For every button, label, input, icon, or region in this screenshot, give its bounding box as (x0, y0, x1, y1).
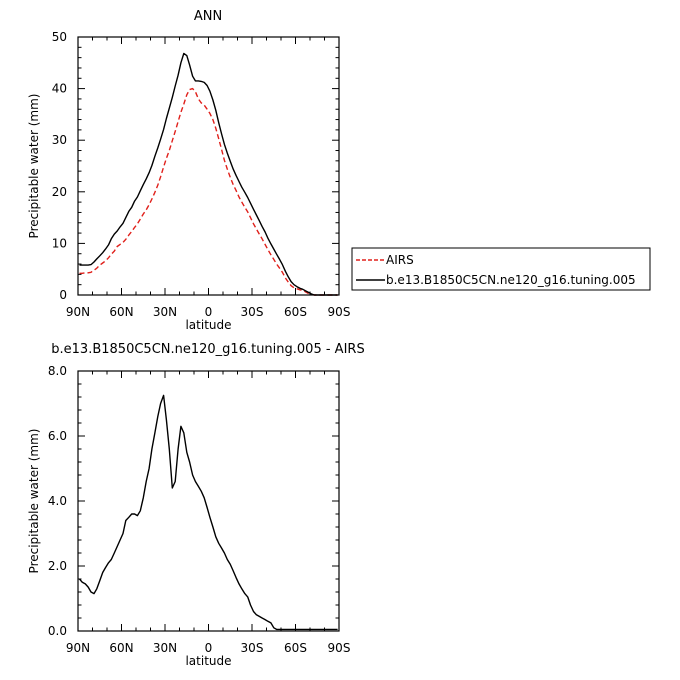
series-line-series-0 (78, 394, 338, 631)
y-tick-label: 40 (52, 82, 67, 96)
y-tick-label: 50 (52, 30, 67, 44)
y-tick-label: 8.0 (48, 364, 67, 378)
chart-title: b.e13.B1850C5CN.ne120_g16.tuning.005 - A… (51, 342, 364, 357)
x-tick-label: 60S (284, 305, 307, 319)
legend: AIRS b.e13.B1850C5CN.ne120_g16.tuning.00… (351, 247, 651, 291)
x-tick-label: 90N (66, 305, 90, 319)
legend-box (351, 247, 651, 291)
x-tick-label: 0 (205, 641, 213, 655)
x-tick-label: 60N (109, 641, 133, 655)
x-tick-label: 60N (109, 305, 133, 319)
y-tick-label: 30 (52, 133, 67, 147)
y-tick-label: 4.0 (48, 494, 67, 508)
x-axis-ticks: 90N 60N 30N 0 30S 60S 90S (66, 371, 351, 655)
legend-label-model: b.e13.B1850C5CN.ne120_g16.tuning.005 (386, 273, 636, 287)
x-tick-label: 60S (284, 641, 307, 655)
chart-title: ANN (194, 9, 222, 24)
x-tick-label: 30N (153, 305, 177, 319)
x-tick-label: 0 (205, 305, 213, 319)
y-tick-label: 20 (52, 185, 67, 199)
y-axis-ticks: 0 10 20 30 40 50 (52, 30, 339, 302)
y-axis-label: Precipitable water (mm) (27, 429, 41, 574)
x-axis-label: latitude (185, 318, 231, 332)
x-tick-label: 30S (241, 641, 264, 655)
y-axis-label: Precipitable water (mm) (27, 94, 41, 239)
x-tick-label: 30N (153, 641, 177, 655)
x-tick-label: 90S (328, 305, 351, 319)
y-tick-label: 2.0 (48, 559, 67, 573)
series-line-b-e13-b1850c5cn-ne120-g16-tuning-005 (79, 52, 338, 296)
x-axis-label: latitude (185, 654, 231, 668)
y-tick-label: 10 (52, 236, 67, 250)
y-tick-label: 6.0 (48, 429, 67, 443)
chart-difference: b.e13.B1850C5CN.ne120_g16.tuning.005 - A… (27, 342, 365, 668)
x-tick-label: 30S (241, 305, 264, 319)
y-tick-label: 0.0 (48, 624, 67, 638)
chart-series-lines (79, 52, 338, 296)
y-tick-label: 0 (59, 288, 67, 302)
y-axis-ticks: 0.0 2.0 4.0 6.0 8.0 (48, 364, 339, 638)
chart-series-lines (78, 394, 338, 631)
x-axis-ticks: 90N 60N 30N 0 30S 60S 90S (66, 37, 351, 319)
legend-label-airs: AIRS (386, 253, 414, 267)
chart-precipitable-water: ANN 0 10 20 30 40 50 90N 60N 30N 0 30S 60S 90S lati… (27, 9, 651, 332)
x-tick-label: 90N (66, 641, 90, 655)
x-tick-label: 90S (328, 641, 351, 655)
